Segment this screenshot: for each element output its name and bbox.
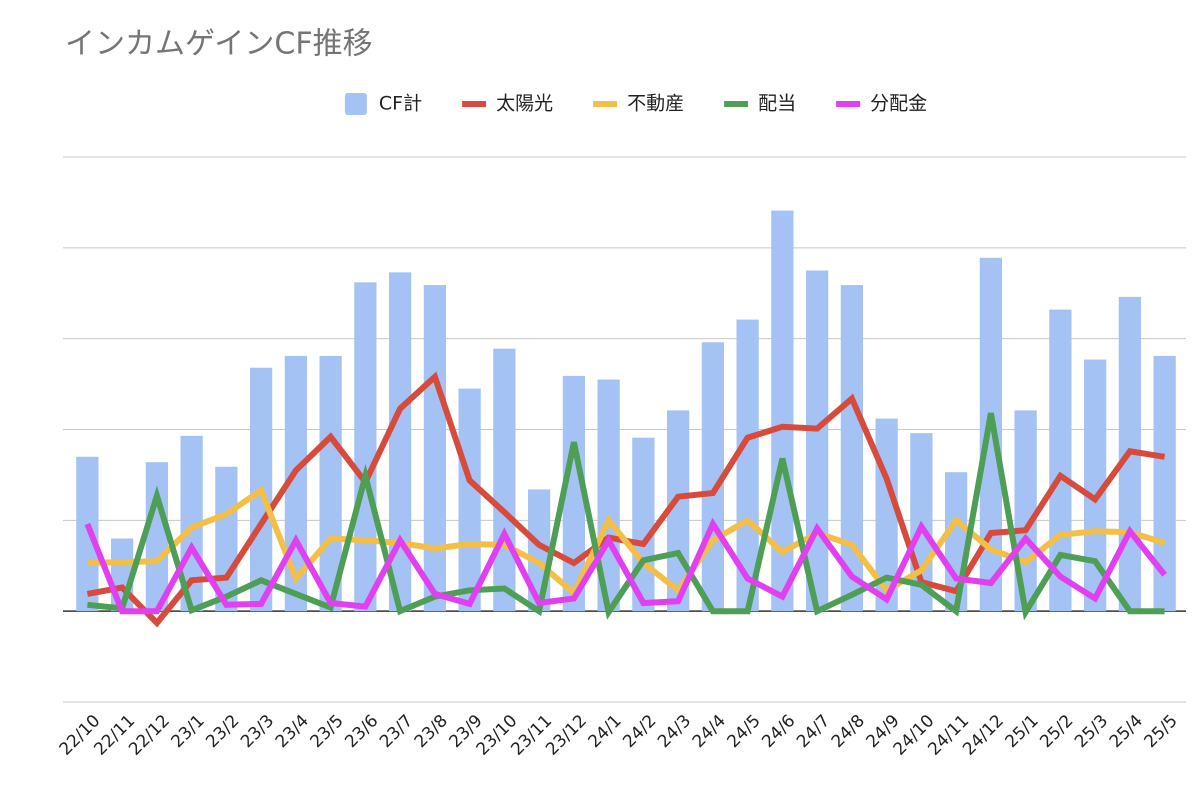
bar (180, 435, 203, 612)
bar (493, 348, 516, 612)
bar (771, 210, 794, 612)
chart-title: インカムゲインCF推移 (65, 27, 373, 62)
x-tick-label: 25/1 (1002, 711, 1043, 752)
x-tick-label: 24/2 (619, 711, 660, 752)
line (87, 485, 1166, 598)
legend-label: 分配金 (870, 93, 927, 115)
legend-swatch (344, 93, 367, 115)
x-tick-label: 25/2 (1036, 711, 1077, 752)
legend-label: 不動産 (627, 93, 684, 115)
x-tick-label: 23/12 (542, 711, 591, 760)
x-tick-label: 24/5 (724, 711, 765, 752)
x-tick-label: 24/7 (793, 711, 834, 752)
x-tick-label: 24/3 (654, 711, 695, 752)
bar (145, 462, 168, 612)
x-tick-label: 24/4 (689, 711, 730, 752)
x-tick-label: 24/8 (828, 711, 869, 752)
x-tick-label: 23/3 (237, 711, 278, 752)
x-tick-label: 24/12 (959, 711, 1008, 760)
bar (1153, 355, 1176, 612)
x-tick-label: 23/4 (272, 711, 313, 752)
bar (736, 319, 759, 612)
legend-label: CF計 (379, 93, 422, 115)
bar (562, 375, 585, 612)
bar (76, 456, 99, 612)
bar (423, 285, 446, 612)
x-tick-label: 24/1 (585, 711, 626, 752)
x-tick-label: 25/3 (1071, 711, 1112, 752)
x-tick-label: 23/8 (411, 711, 452, 752)
bars (76, 210, 1176, 612)
bar (458, 388, 481, 612)
x-tick-label: 25/4 (1106, 711, 1147, 752)
x-tick-label: 23/5 (307, 711, 348, 752)
line (87, 412, 1165, 621)
x-tick-label: 22/12 (125, 711, 174, 760)
legend-label: 太陽光 (496, 93, 553, 115)
legend: CF計 太陽光 不動産 配当 分配金 (344, 93, 927, 115)
bar (354, 282, 377, 612)
bar (806, 270, 829, 612)
bar (389, 272, 412, 612)
lines (84, 371, 1167, 628)
bar (1084, 359, 1107, 612)
x-tick-label: 25/5 (1141, 711, 1182, 752)
bar (840, 285, 863, 612)
line (84, 517, 1167, 615)
x-tick-label: 23/2 (202, 711, 243, 752)
x-tick-label: 23/6 (341, 711, 382, 752)
x-tick-label: 23/7 (376, 711, 417, 752)
x-tick-label: 24/6 (758, 711, 799, 752)
x-axis: 22/1022/1122/1223/123/223/323/423/523/62… (56, 711, 1182, 760)
bar (979, 257, 1002, 612)
legend-label: 配当 (758, 93, 796, 115)
x-tick-label: 23/1 (168, 711, 209, 752)
